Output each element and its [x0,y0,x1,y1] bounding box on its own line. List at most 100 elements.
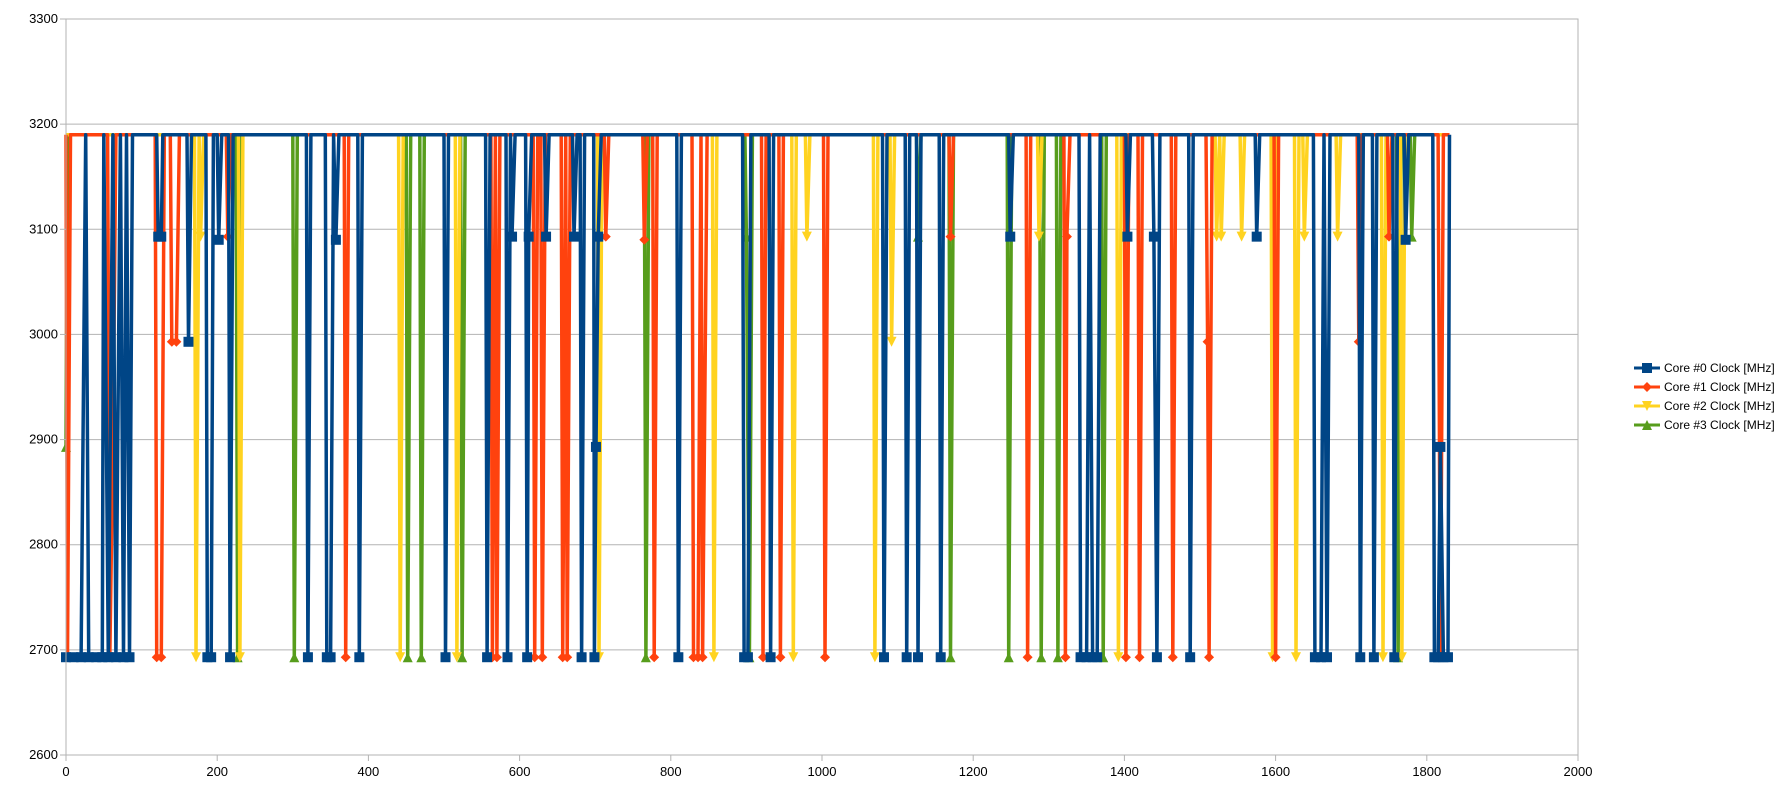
data-point [639,234,650,245]
data-point [83,652,94,663]
data-point [191,652,202,663]
data-point [945,652,956,663]
data-point [1092,652,1103,663]
data-point [1355,652,1366,663]
data-point [1061,231,1072,242]
data-point [1033,231,1044,242]
legend-entry: Core #0 Clock [MHz] [1634,361,1775,375]
data-point [97,652,108,663]
legend-entry: Core #3 Clock [MHz] [1634,418,1775,432]
data-point [103,652,114,663]
data-point [788,652,799,663]
data-point [913,652,924,663]
data-point [440,652,451,663]
data-point [68,652,79,663]
x-tick-label: 200 [206,764,228,779]
x-tick-label: 1600 [1261,764,1290,779]
data-point [340,652,351,663]
data-point [886,336,897,347]
data-point [118,652,129,663]
legend-marker [1642,363,1652,373]
data-point [195,231,206,242]
data-point [451,652,462,663]
data-point [1202,336,1213,347]
data-point [1204,652,1215,663]
legend-marker [1642,420,1652,430]
x-tick-label: 800 [660,764,682,779]
data-point [801,231,812,242]
data-point [541,231,552,242]
data-point [1060,652,1071,663]
data-point [1368,652,1379,663]
axes: 2600 2700 2800 2900 3000 3100 3200 3300 0 200 400 6… [29,11,1592,779]
data-point [110,652,121,663]
data-point [697,652,708,663]
data-point [1396,652,1407,663]
data-point [1120,652,1131,663]
data-point [1113,652,1124,663]
x-tick-label: 1400 [1110,764,1139,779]
legend-label: Core #0 Clock [MHz] [1664,361,1775,375]
x-tick-label: 600 [509,764,531,779]
data-point [354,652,365,663]
data-point [537,652,548,663]
data-point [1332,231,1343,242]
data-point [945,231,956,242]
data-point [765,652,776,663]
data-point [416,652,427,663]
data-point [482,652,493,663]
x-tick-label: 1000 [808,764,837,779]
data-point [1185,652,1196,663]
data-point [649,652,660,663]
legend-label: Core #3 Clock [MHz] [1664,418,1775,432]
data-point [1270,652,1281,663]
data-point [1299,231,1310,242]
y-tick-label: 2700 [29,642,58,657]
data-point [1442,652,1453,663]
x-tick-label: 400 [358,764,380,779]
data-point [91,652,102,663]
data-point [640,652,651,663]
data-point [576,652,587,663]
series-2 [66,132,1450,663]
data-point [1081,652,1092,663]
data-point [457,652,468,663]
x-tick-label: 1800 [1412,764,1441,779]
gridlines [66,18,1578,756]
data-point [901,652,912,663]
x-tick-label: 0 [62,764,69,779]
data-point [213,234,224,245]
data-point [171,336,182,347]
legend-label: Core #2 Clock [MHz] [1664,399,1775,413]
y-tick-label: 2800 [29,537,58,552]
series-line [66,132,1450,659]
data-point [156,652,167,663]
data-point [1005,231,1016,242]
data-point [289,652,300,663]
data-point [502,652,513,663]
data-point [589,652,600,663]
data-point [935,652,946,663]
legend: Core #0 Clock [MHz] Core #1 Clock [MHz] Co… [1634,361,1775,432]
data-point [775,652,786,663]
data-point [302,652,313,663]
data-point [206,652,217,663]
data-point [330,234,341,245]
data-point [1400,234,1411,245]
data-point [325,652,336,663]
y-tick-label: 2900 [29,432,58,447]
legend-marker [1642,401,1652,411]
data-point [1216,231,1227,242]
data-point [491,652,502,663]
data-point [523,231,534,242]
data-point [1322,652,1333,663]
series-layer [61,132,1453,663]
data-point [1003,652,1014,663]
data-point [1052,652,1063,663]
data-point [1075,652,1086,663]
data-point [225,652,236,663]
y-tick-label: 3000 [29,326,58,341]
data-point [1151,652,1162,663]
data-point [522,652,533,663]
data-point [183,336,194,347]
